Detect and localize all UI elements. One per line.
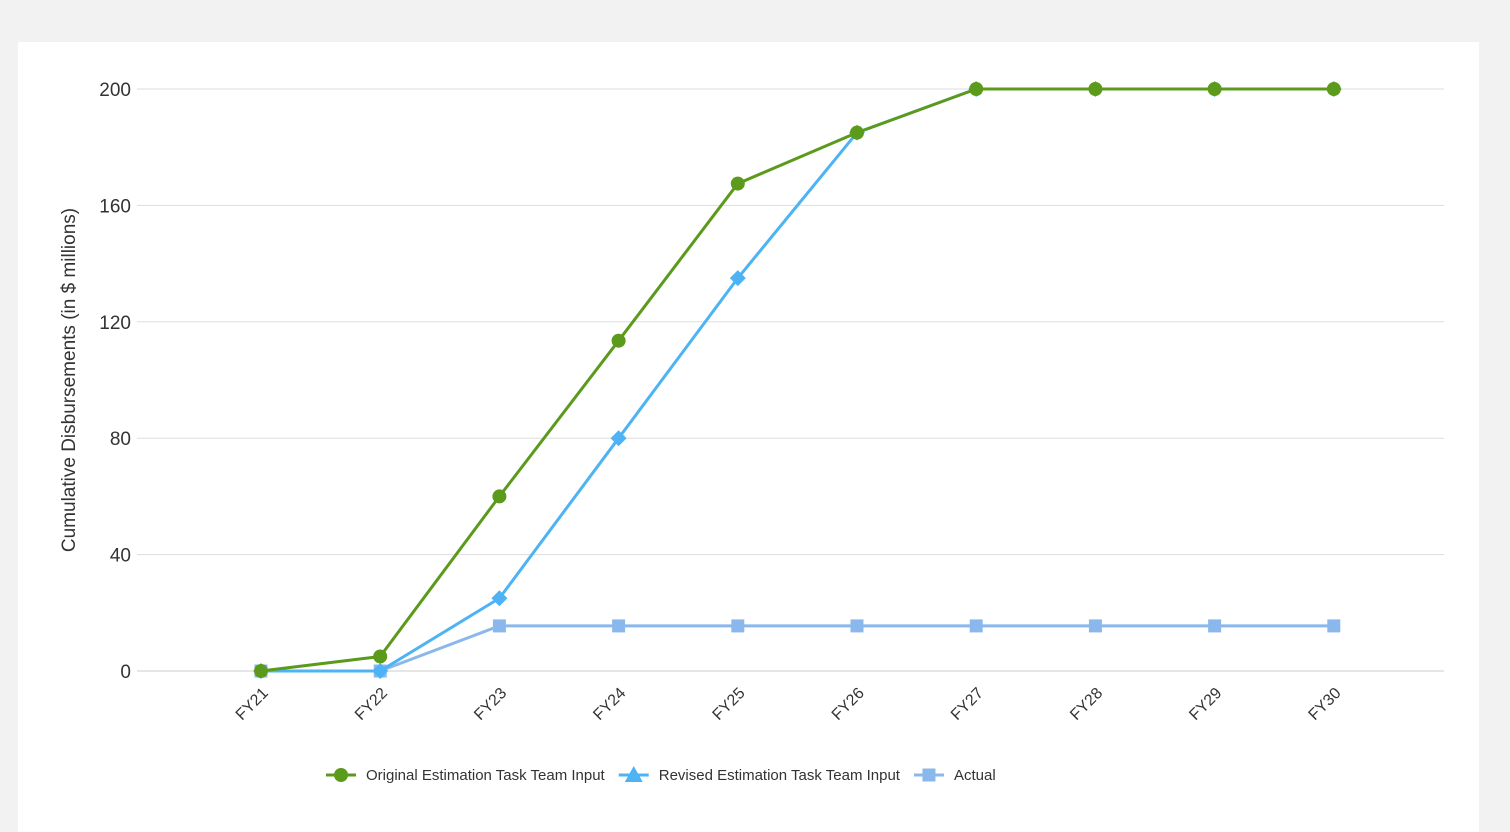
- y-axis-title: Cumulative Disbursements (in $ millions): [59, 208, 80, 552]
- gridlines: [137, 88, 1444, 672]
- x-tick-label: FY27: [948, 685, 987, 724]
- data-point: [729, 270, 746, 287]
- data-point: [1208, 619, 1222, 633]
- x-tick-label: FY28: [1067, 685, 1106, 724]
- x-tick-label: FY30: [1306, 685, 1345, 724]
- data-point: [612, 619, 626, 633]
- series-line: [260, 87, 1334, 673]
- y-tick-label: 0: [120, 662, 131, 683]
- series-line: [261, 87, 1334, 673]
- series-line: [261, 624, 1334, 673]
- data-point: [850, 619, 864, 633]
- data-point: [610, 430, 627, 447]
- x-tick-label: FY22: [352, 685, 391, 724]
- data-point: [969, 619, 983, 633]
- series-0: [254, 82, 1341, 678]
- x-tick-label: FY25: [710, 685, 749, 724]
- legend-item: Actual: [913, 767, 996, 784]
- y-tick-label: 120: [99, 313, 131, 334]
- y-tick-label: 160: [99, 196, 131, 217]
- legend-marker: [334, 768, 348, 782]
- legend: Original Estimation Task Team Input Revis…: [326, 766, 996, 784]
- series-2: [254, 619, 1341, 678]
- x-axis-ticks: FY21 FY22 FY23 FY24 FY25 FY26 FY27 FY28 FY29 FY30: [233, 685, 1345, 724]
- data-point: [1088, 619, 1102, 633]
- data-point: [254, 664, 268, 678]
- legend-label: Actual: [954, 767, 996, 784]
- data-point: [1088, 82, 1103, 96]
- data-point: [491, 590, 508, 607]
- legend-label: Revised Estimation Task Team Input: [659, 767, 901, 784]
- y-tick-label: 40: [110, 546, 131, 567]
- y-tick-label: 80: [110, 429, 131, 450]
- data-point: [731, 619, 745, 633]
- legend-item: Revised Estimation Task Team Input: [618, 766, 901, 784]
- y-axis-ticks: 0 40 80 120 160 200: [99, 80, 131, 683]
- data-point: [730, 176, 745, 191]
- data-point: [373, 649, 388, 664]
- y-tick-label: 200: [99, 80, 131, 101]
- data-point: [492, 619, 506, 633]
- data-point: [850, 125, 864, 140]
- legend-marker: [922, 768, 936, 782]
- series-1: [253, 81, 1342, 679]
- data-point: [492, 489, 507, 504]
- data-point: [1326, 82, 1341, 96]
- data-point: [1327, 619, 1341, 633]
- x-tick-label: FY21: [233, 685, 272, 724]
- data-point: [1207, 82, 1222, 96]
- legend-marker: [624, 766, 643, 782]
- series-group: [253, 81, 1342, 679]
- x-tick-label: FY29: [1186, 685, 1225, 724]
- data-point: [969, 82, 984, 96]
- data-point: [611, 333, 626, 348]
- x-tick-label: FY26: [829, 685, 868, 724]
- x-tick-label: FY24: [590, 685, 629, 724]
- legend-item: Original Estimation Task Team Input: [326, 767, 606, 784]
- chart-panel: 0 40 80 120 160 200 FY21 FY22 FY23 FY24 FY25 FY26 F…: [18, 42, 1479, 832]
- legend-label: Original Estimation Task Team Input: [366, 767, 606, 784]
- data-point: [372, 663, 389, 679]
- x-tick-label: FY23: [471, 685, 510, 724]
